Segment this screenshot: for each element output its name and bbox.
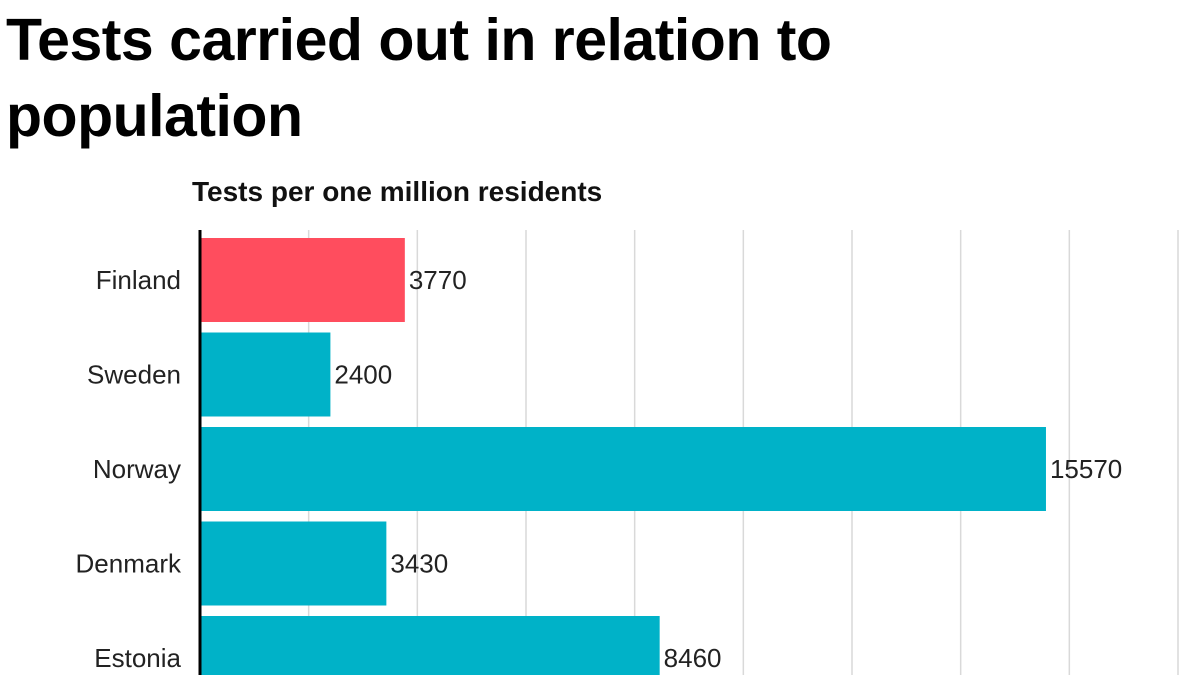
bar-norway: [201, 427, 1046, 511]
data-label: 3430: [390, 549, 448, 579]
bar-estonia: [201, 616, 660, 675]
category-label: Finland: [96, 265, 181, 295]
category-label: Denmark: [76, 549, 182, 579]
bar-finland: [201, 238, 405, 322]
data-label: 8460: [664, 643, 722, 673]
category-label: Norway: [93, 454, 181, 484]
chart-title: Tests carried out in relation to populat…: [6, 7, 832, 149]
bar-sweden: [201, 332, 331, 417]
category-label: Sweden: [87, 360, 181, 390]
bar-denmark: [201, 521, 387, 606]
data-label: 2400: [334, 360, 392, 390]
data-label: 15570: [1050, 454, 1122, 484]
category-label: Estonia: [94, 643, 181, 673]
chart-subtitle: Tests per one million residents: [192, 176, 603, 207]
data-label: 3770: [409, 265, 467, 295]
